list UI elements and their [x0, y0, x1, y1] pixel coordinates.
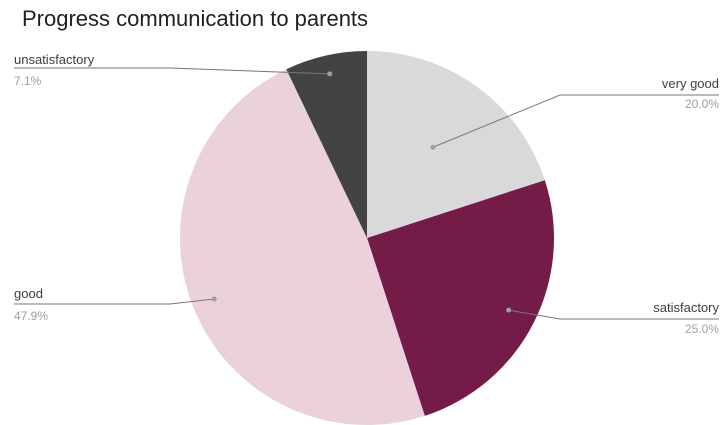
pie-slices [180, 51, 554, 425]
leader-dot-good [211, 296, 217, 302]
slice-percent-unsatisfactory: 7.1% [14, 74, 42, 88]
leader-line-unsatisfactory [14, 67, 330, 75]
slice-label-satisfactory: satisfactory [653, 300, 719, 315]
leader-dot-unsatisfactory [327, 71, 333, 77]
slice-label-good: good [14, 286, 43, 301]
slice-label-unsatisfactory: unsatisfactory [14, 52, 95, 67]
leader-line-satisfactory [508, 309, 719, 320]
slice-percent-very-good: 20.0% [685, 97, 719, 111]
slice-percent-satisfactory: 25.0% [685, 322, 719, 336]
leader-dot-satisfactory [506, 307, 512, 313]
leader-line-very-good [432, 94, 719, 148]
chart-title: Progress communication to parents [22, 6, 369, 31]
leader-dot-very-good [430, 144, 436, 150]
pie-slice-unsatisfactory[interactable] [286, 51, 367, 238]
pie-slice-very-good[interactable] [367, 51, 545, 238]
pie-labels: very good 20.0% satisfactory 25.0% good 47.9%… [14, 52, 719, 336]
leader-line-good [14, 298, 215, 305]
slice-label-very-good: very good [662, 76, 719, 91]
pie-slice-satisfactory[interactable] [367, 180, 554, 416]
slice-percent-good: 47.9% [14, 309, 48, 323]
pie-slice-good[interactable] [180, 69, 425, 425]
